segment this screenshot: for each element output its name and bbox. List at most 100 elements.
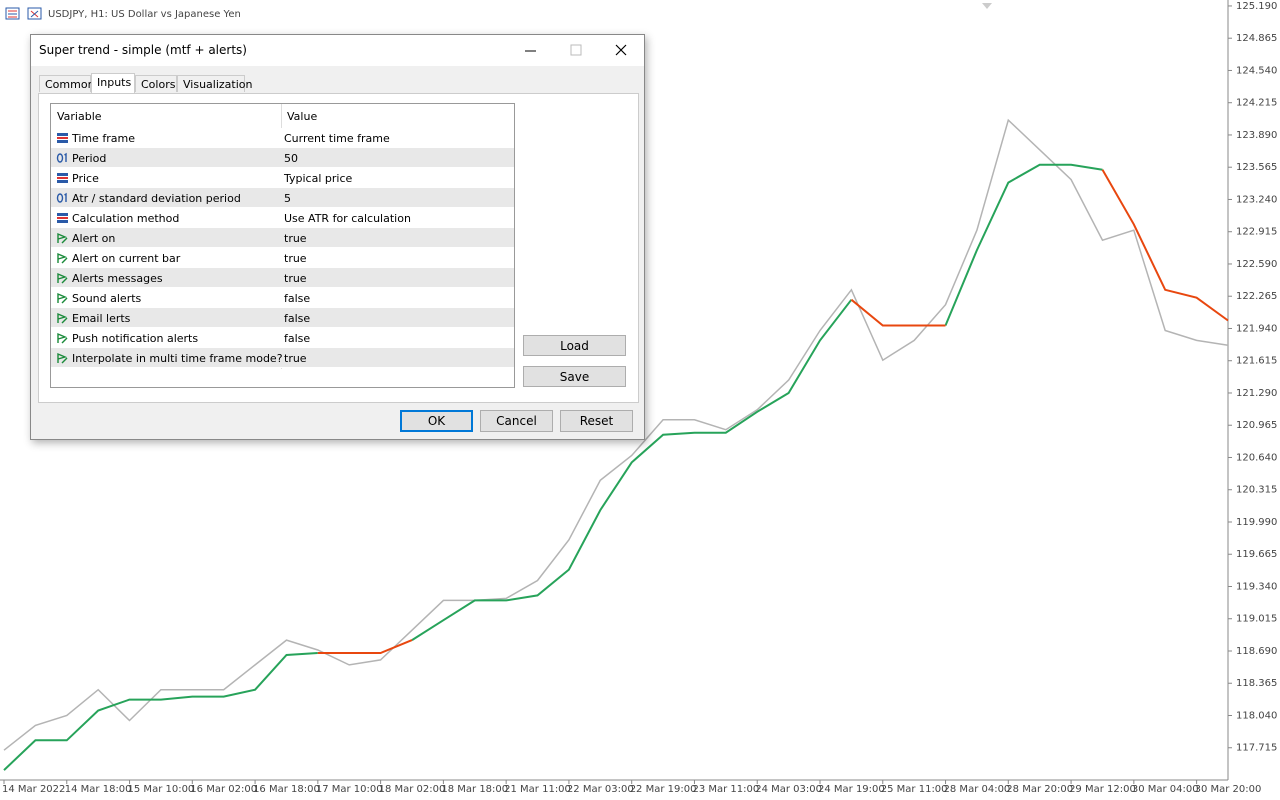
input-row[interactable]: Price Typical price — [51, 168, 514, 188]
x-tick-label: 16 Mar 18:00 — [253, 784, 320, 795]
y-tick-label: 119.990 — [1236, 517, 1277, 528]
y-tick-label: 120.640 — [1236, 452, 1277, 463]
variable-name: Alerts messages — [72, 272, 163, 285]
variable-value[interactable]: 50 — [284, 152, 298, 165]
series-line — [3, 163, 1103, 771]
type-icon — [57, 272, 68, 284]
y-tick-label: 121.290 — [1236, 388, 1277, 399]
type-icon — [57, 133, 68, 143]
chart-header: USDJPY, H1: US Dollar vs Japanese Yen — [48, 9, 241, 20]
y-tick-label: 117.715 — [1236, 743, 1277, 754]
x-tick-label: 22 Mar 03:00 — [567, 784, 634, 795]
type-icon — [56, 192, 67, 203]
x-tick-label: 18 Mar 02:00 — [379, 784, 446, 795]
variable-name: Alert on — [72, 232, 116, 245]
x-tick-label: 14 Mar 2022 — [2, 784, 65, 795]
variable-value[interactable]: true — [284, 272, 307, 285]
type-icon — [57, 173, 68, 183]
variable-value[interactable]: 5 — [284, 192, 291, 205]
x-tick-label: 22 Mar 19:00 — [630, 784, 697, 795]
input-row[interactable]: Sound alerts false — [51, 288, 514, 308]
type-icon — [57, 292, 68, 304]
dialog-button[interactable]: Reset — [560, 410, 633, 432]
variable-value[interactable]: true — [284, 232, 307, 245]
scroll-marker — [982, 3, 992, 9]
variable-name: Atr / standard deviation period — [72, 192, 241, 205]
x-tick-label: 25 Mar 11:00 — [881, 784, 948, 795]
variable-name: Email lerts — [72, 312, 131, 325]
minimize-button[interactable] — [521, 41, 541, 59]
dialog-button[interactable]: Cancel — [480, 410, 553, 432]
x-tick-label: 15 Mar 10:00 — [128, 784, 195, 795]
input-row[interactable]: Alert on current bar true — [51, 248, 514, 268]
variable-value[interactable]: Typical price — [284, 172, 353, 185]
side-button[interactable]: Load — [523, 335, 626, 356]
side-button[interactable]: Save — [523, 366, 626, 387]
variable-name: Price — [72, 172, 99, 185]
x-tick-label: 30 Mar 20:00 — [1195, 784, 1262, 795]
y-tick-label: 119.665 — [1236, 549, 1277, 560]
y-tick-label: 118.040 — [1236, 710, 1277, 721]
variable-value[interactable]: false — [284, 292, 311, 305]
input-row[interactable]: Push notification alerts false — [51, 328, 514, 348]
series-line — [3, 118, 1229, 751]
title-bar: Super trend - simple (mtf + alerts) — [31, 35, 644, 66]
tab[interactable]: Visualization — [177, 75, 252, 92]
variable-name: Push notification alerts — [72, 332, 199, 345]
y-tick-label: 118.365 — [1236, 678, 1277, 689]
variable-value[interactable]: true — [284, 252, 307, 265]
y-tick-label: 124.865 — [1236, 33, 1277, 44]
input-row[interactable]: Time frame Current time frame — [51, 128, 514, 148]
variable-value[interactable]: true — [284, 352, 307, 365]
tab[interactable]: Inputs — [91, 73, 135, 94]
variable-name: Interpolate in multi time frame mode? — [72, 352, 283, 365]
input-row[interactable]: Atr / standard deviation period 5 — [51, 188, 514, 208]
y-tick-label: 122.590 — [1236, 259, 1277, 270]
y-tick-label: 118.690 — [1236, 646, 1277, 657]
variable-name: Alert on current bar — [72, 252, 181, 265]
maximize-button[interactable] — [566, 41, 586, 59]
type-icon — [57, 312, 68, 324]
y-tick-label: 121.940 — [1236, 323, 1277, 334]
close-button[interactable] — [611, 41, 631, 59]
y-tick-label: 122.265 — [1236, 291, 1277, 302]
type-icon — [57, 332, 68, 344]
x-tick-label: 28 Mar 20:00 — [1006, 784, 1073, 795]
tab[interactable]: Common — [39, 75, 95, 92]
x-tick-label: 16 Mar 02:00 — [190, 784, 257, 795]
y-tick-label: 121.615 — [1236, 356, 1277, 367]
x-tick-label: 30 Mar 04:00 — [1132, 784, 1199, 795]
x-tick-label: 21 Mar 11:00 — [504, 784, 571, 795]
input-row[interactable]: Interpolate in multi time frame mode? tru… — [51, 348, 514, 368]
variable-value[interactable]: false — [284, 312, 311, 325]
table-header: Variable Value — [51, 106, 514, 126]
variable-value[interactable]: false — [284, 332, 311, 345]
input-row[interactable]: Alert on true — [51, 228, 514, 248]
input-row[interactable]: Period 50 — [51, 148, 514, 168]
variable-value[interactable]: Current time frame — [284, 132, 390, 145]
variable-value[interactable]: Use ATR for calculation — [284, 212, 411, 225]
type-icon — [57, 252, 68, 264]
x-tick-label: 24 Mar 03:00 — [755, 784, 822, 795]
input-row[interactable]: Calculation method Use ATR for calculatio… — [51, 208, 514, 228]
symbol-icon — [5, 7, 42, 20]
series-line — [317, 169, 1229, 654]
x-tick-label: 14 Mar 18:00 — [65, 784, 132, 795]
input-row[interactable]: Email lerts false — [51, 308, 514, 328]
column-header: Variable — [57, 110, 102, 123]
tab-panel: Variable Value Time frame Current time fram… — [38, 93, 639, 403]
y-tick-label: 120.965 — [1236, 420, 1277, 431]
x-tick-label: 29 Mar 12:00 — [1069, 784, 1136, 795]
y-tick-label: 124.540 — [1236, 65, 1277, 76]
dialog-button[interactable]: OK — [400, 410, 473, 432]
x-tick-label: 28 Mar 04:00 — [944, 784, 1011, 795]
type-icon — [57, 352, 68, 364]
input-row[interactable]: Alerts messages true — [51, 268, 514, 288]
inputs-table: Variable Value Time frame Current time fram… — [50, 103, 515, 388]
x-tick-label: 17 Mar 10:00 — [316, 784, 383, 795]
tab[interactable]: Colors — [135, 75, 177, 92]
y-tick-label: 119.015 — [1236, 614, 1277, 625]
dialog-title: Super trend - simple (mtf + alerts) — [39, 43, 247, 57]
y-tick-label: 119.340 — [1236, 581, 1277, 592]
y-tick-label: 125.190 — [1236, 1, 1277, 12]
